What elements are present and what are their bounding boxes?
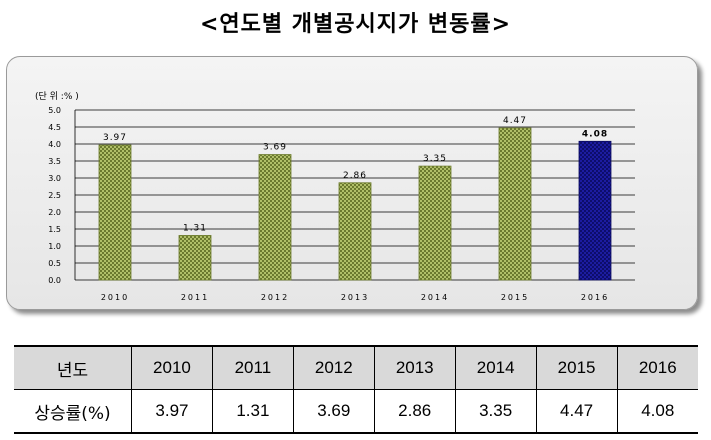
data-label: 3.97 <box>103 133 127 143</box>
rate-cell: 3.69 <box>292 389 375 434</box>
table-header-row: 년도 2010 2011 2012 2013 2014 2015 2016 <box>14 345 698 390</box>
x-tick-label: 2011 <box>181 293 209 302</box>
data-label: 3.35 <box>423 154 447 164</box>
bar-2016 <box>578 140 612 281</box>
x-tick-label: 2013 <box>341 293 369 302</box>
bar-chart: (단 위 :% ) 0.0 0.5 1.0 1.5 2.0 2.5 3.0 3.5 4.0 4.5… <box>35 91 635 302</box>
year-cell: 2010 <box>131 345 213 390</box>
rate-cell: 3.97 <box>131 389 213 434</box>
y-tick-label: 1.5 <box>48 225 61 234</box>
bar-2011 <box>178 235 212 281</box>
x-tick-label: 2015 <box>501 293 529 302</box>
x-tick-label: 2016 <box>581 293 609 302</box>
year-cell: 2016 <box>616 345 698 390</box>
chart-area: (단 위 :% ) 0.0 0.5 1.0 1.5 2.0 2.5 3.0 3.5 4.0 4.5… <box>6 56 698 310</box>
bar-2010 <box>98 144 132 281</box>
bar-2015 <box>498 127 532 281</box>
bar-2012 <box>258 154 292 281</box>
y-tick-label: 0.0 <box>48 276 61 285</box>
y-tick-label: 1.0 <box>48 242 61 251</box>
rate-cell: 2.86 <box>373 389 456 434</box>
page-title: <연도별 개별공시지가 변동률> <box>199 12 512 37</box>
bars <box>98 127 612 281</box>
rate-cell: 3.35 <box>454 389 537 434</box>
y-tick-label: 5.0 <box>48 106 61 115</box>
y-tick-label: 3.5 <box>48 157 61 166</box>
x-axis-ticks: 2010 2011 2012 2013 2014 2015 2016 <box>101 293 609 302</box>
year-cell: 2011 <box>211 345 294 390</box>
data-label: 1.31 <box>183 223 207 233</box>
bar-2013 <box>338 182 372 281</box>
y-axis-ticks: 0.0 0.5 1.0 1.5 2.0 2.5 3.0 3.5 4.0 4.5 5.0 <box>48 106 61 285</box>
year-cell: 2014 <box>454 345 537 390</box>
y-tick-label: 2.5 <box>48 191 61 200</box>
y-tick-label: 2.0 <box>48 208 61 217</box>
data-label: 3.69 <box>263 143 287 153</box>
data-table: 년도 2010 2011 2012 2013 2014 2015 2016 상승… <box>14 345 698 434</box>
data-labels: 3.97 1.31 3.69 2.86 3.35 4.47 4.08 <box>103 116 608 233</box>
y-tick-label: 0.5 <box>48 259 61 268</box>
year-header-label: 년도 <box>14 345 132 390</box>
rate-row-label: 상승률(%) <box>14 389 132 434</box>
year-cell: 2013 <box>373 345 456 390</box>
x-tick-label: 2012 <box>261 293 289 302</box>
table-value-row: 상승률(%) 3.97 1.31 3.69 2.86 3.35 4.47 4.0… <box>14 389 698 434</box>
year-cell: 2015 <box>535 345 618 390</box>
rate-cell: 1.31 <box>211 389 294 434</box>
data-label: 4.08 <box>582 129 608 139</box>
rate-cell: 4.08 <box>616 389 698 434</box>
data-label: 4.47 <box>503 116 527 126</box>
x-tick-label: 2010 <box>101 293 129 302</box>
bar-2014 <box>418 165 452 281</box>
rate-cell: 4.47 <box>535 389 618 434</box>
x-tick-label: 2014 <box>421 293 449 302</box>
unit-label: (단 위 :% ) <box>35 91 79 102</box>
year-cell: 2012 <box>292 345 375 390</box>
y-tick-label: 3.0 <box>48 174 61 183</box>
data-label: 2.86 <box>343 171 367 181</box>
y-tick-label: 4.0 <box>48 140 61 149</box>
y-tick-label: 4.5 <box>48 123 61 132</box>
